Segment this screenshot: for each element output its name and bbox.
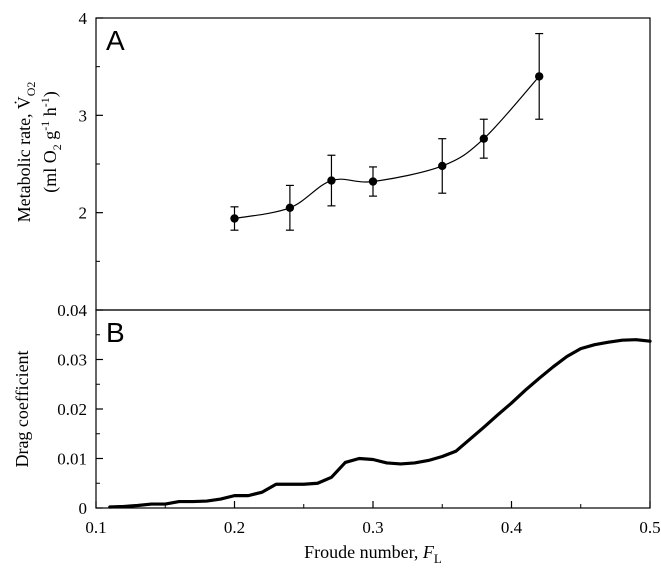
x-tick-label: 0.4 (501, 518, 523, 537)
panel-a-letter: A (106, 25, 125, 56)
panel-b-y-tick-label: 0.01 (57, 450, 87, 469)
panel-b-y-tick-label: 0.04 (57, 301, 87, 320)
panel-a-frame (95, 17, 651, 311)
panel-a-y-axis-title: Metabolic rate, V̇O2 (13, 82, 38, 223)
panel-a-data-point (285, 203, 295, 212)
panel-b-y-tick-label: 0.03 (57, 351, 87, 370)
panel-a-data-point (368, 177, 378, 186)
panel-a-marks (230, 32, 544, 231)
panel-a: A 2 3 4 Metabolic rate, V̇O2 (ml O2 g-1 h-… (13, 9, 651, 311)
x-tick-label: 0.3 (362, 518, 383, 537)
panel-a-y-tick-label: 4 (79, 9, 88, 28)
panel-a-ticks: 2 3 4 (79, 9, 103, 262)
x-tick-label: 0.5 (639, 518, 660, 537)
panel-b-y-axis-title: Drag coefficient (12, 350, 32, 467)
panel-a-data-point (230, 214, 239, 223)
panel-b-ticks: 0 0.01 0.02 0.03 0.04 0.1 0.2 0.3 0.4 0.5 (57, 301, 660, 537)
panel-a-series-line (234, 76, 540, 220)
panel-a-y-axis-title-line1: Metabolic rate, V̇O2 (13, 82, 38, 223)
x-axis-title: Froude number, FL (304, 542, 442, 566)
panel-a-y-axis-title-units: (ml O2 g-1 h-1) (38, 91, 64, 193)
x-tick-label: 0.2 (224, 518, 245, 537)
panel-b-y-tick-label: 0 (79, 499, 88, 518)
panel-b-y-tick-label: 0.02 (57, 400, 87, 419)
panel-a-data-point (479, 134, 488, 143)
panel-b-marks (108, 338, 652, 509)
panel-a-y-tick-label: 2 (79, 204, 88, 223)
x-tick-label: 0.1 (85, 518, 106, 537)
panel-a-data-point (535, 72, 544, 81)
panel-a-y-tick-label: 3 (79, 106, 88, 125)
panel-a-data-point (327, 176, 336, 185)
panel-a-data-point (438, 161, 447, 171)
panel-b-letter: B (106, 317, 125, 348)
panel-b: B 0 0.01 0.02 0.03 0.04 0.1 0.2 0.3 0.4 0.5 Drag … (12, 301, 661, 566)
panel-b-frame (95, 309, 651, 509)
panel-b-series-line (108, 338, 652, 509)
